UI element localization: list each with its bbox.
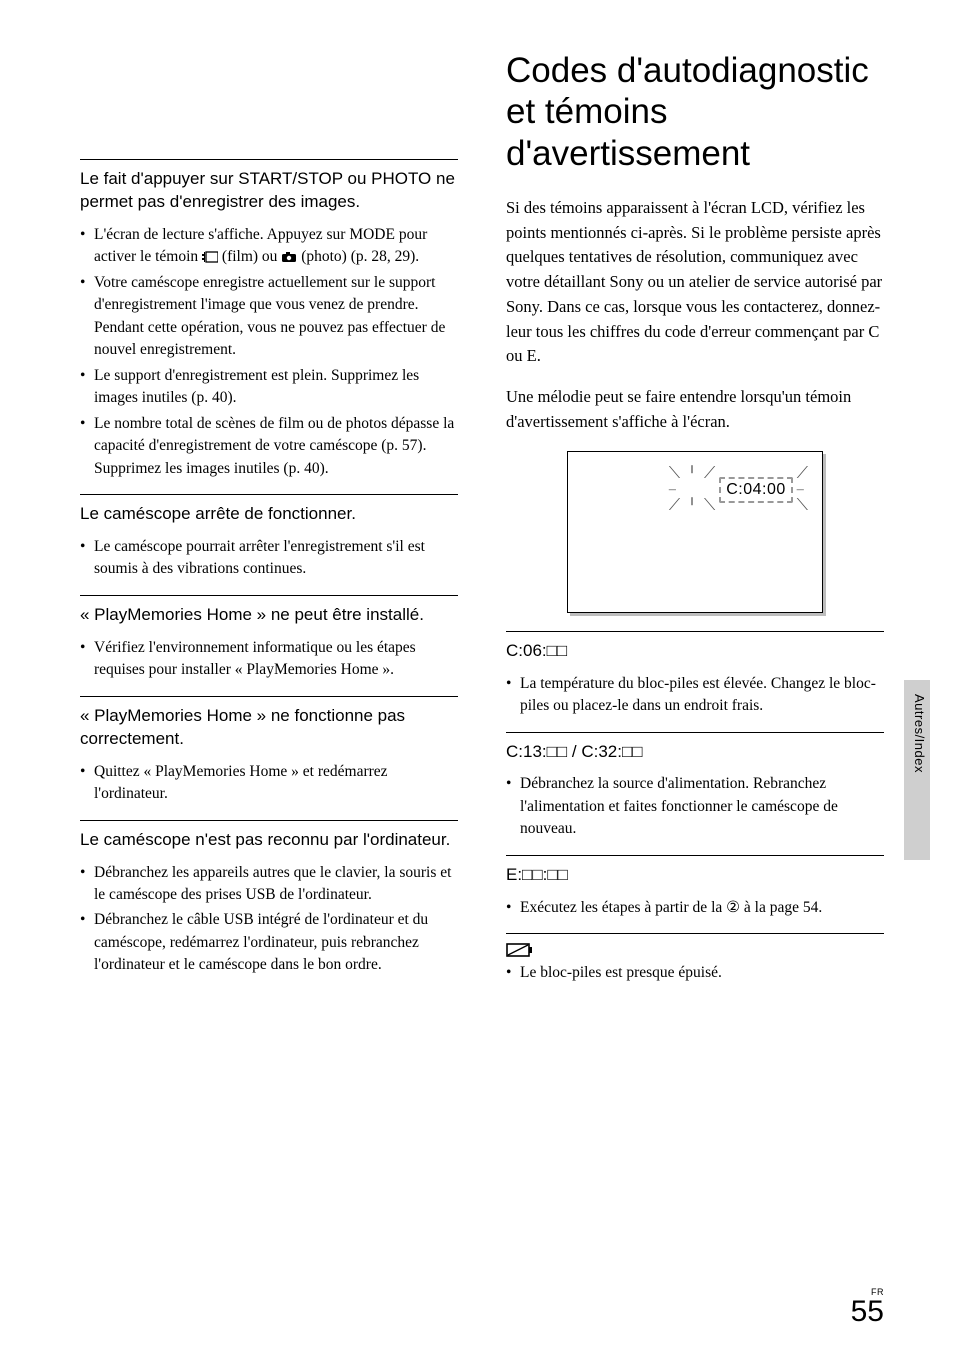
text: (photo) (p. 28, 29). [297,248,419,265]
list-item: Le nombre total de scènes de film ou de … [80,413,458,480]
page-number: 55 [851,1297,884,1327]
rule [80,159,458,160]
list-item: Débranchez le câble USB intégré de l'ord… [80,909,458,976]
rule [506,933,884,934]
dash-marks-left: ⟍ ╵ ⟋–⟋ ╵ ⟍ [669,466,715,514]
list-item: Exécutez les étapes à partir de la ② à l… [506,897,884,919]
rule [506,631,884,632]
bullet-list: Exécutez les étapes à partir de la ② à l… [506,897,884,919]
list-item: Le caméscope pourrait arrêter l'enregist… [80,536,458,581]
code-exx-head: E:□□:□□ [506,864,884,887]
rule [506,732,884,733]
right-column: Codes d'autodiagnostic et témoins d'aver… [506,50,884,1250]
lcd-code-region: ⟍ ╵ ⟋–⟋ ╵ ⟍ C:04:00 ⟋–⟍ [669,466,808,514]
photo-icon [281,248,297,265]
bullet-list: Quittez « PlayMemories Home » et redémar… [80,761,458,806]
dash-marks-right: ⟋–⟍ [797,466,808,514]
film-icon [202,248,218,265]
text: à la page 54. [740,899,822,916]
subhead-pmh-install: « PlayMemories Home » ne peut être insta… [80,604,458,627]
bullet-list: Le caméscope pourrait arrêter l'enregist… [80,536,458,581]
rule [80,696,458,697]
list-item: Vérifiez l'environnement informatique ou… [80,637,458,682]
code-c06-head: C:06:□□ [506,640,884,663]
left-column: Le fait d'appuyer sur START/STOP ou PHOT… [80,50,458,1250]
text: Exécutez les étapes à partir de la [520,899,726,916]
subhead-cannot-record: Le fait d'appuyer sur START/STOP ou PHOT… [80,168,458,214]
intro-paragraph-2: Une mélodie peut se faire entendre lorsq… [506,385,884,435]
side-tab-label: Autres/Index [912,694,927,773]
list-item: Quittez « PlayMemories Home » et redémar… [80,761,458,806]
list-item: Le support d'enregistrement est plein. S… [80,365,458,410]
lcd-error-code: C:04:00 [719,477,793,503]
lcd-screen-illustration: ⟍ ╵ ⟋–⟋ ╵ ⟍ C:04:00 ⟋–⟍ [567,451,823,613]
list-item: Débranchez les appareils autres que le c… [80,862,458,907]
code-c13-c32-head: C:13:□□ / C:32:□□ [506,741,884,764]
circled-2-icon: ② [726,899,740,916]
bullet-list: La température du bloc-piles est élevée.… [506,673,884,718]
bullet-list: L'écran de lecture s'affiche. Appuyez su… [80,224,458,480]
list-item: Débranchez la source d'alimentation. Reb… [506,773,884,840]
subhead-stops-working: Le caméscope arrête de fonctionner. [80,503,458,526]
bullet-list: Le bloc-piles est presque épuisé. [506,962,884,984]
subhead-pmh-malfunction: « PlayMemories Home » ne fonctionne pas … [80,705,458,751]
rule [506,855,884,856]
bullet-list: Débranchez la source d'alimentation. Reb… [506,773,884,840]
battery-low-icon [506,942,884,958]
intro-paragraph-1: Si des témoins apparaissent à l'écran LC… [506,196,884,369]
rule [80,595,458,596]
list-item: Votre caméscope enregistre actuellement … [80,272,458,362]
rule [80,820,458,821]
list-item: Le bloc-piles est presque épuisé. [506,962,884,984]
page-title: Codes d'autodiagnostic et témoins d'aver… [506,50,884,174]
list-item: La température du bloc-piles est élevée.… [506,673,884,718]
rule [80,494,458,495]
page-number-block: FR 55 [851,1287,884,1327]
content-columns: Le fait d'appuyer sur START/STOP ou PHOT… [80,50,884,1250]
bullet-list: Débranchez les appareils autres que le c… [80,862,458,977]
list-item: L'écran de lecture s'affiche. Appuyez su… [80,224,458,269]
bullet-list: Vérifiez l'environnement informatique ou… [80,637,458,682]
subhead-not-recognized: Le caméscope n'est pas reconnu par l'ord… [80,829,458,852]
text: (film) ou [218,248,281,265]
